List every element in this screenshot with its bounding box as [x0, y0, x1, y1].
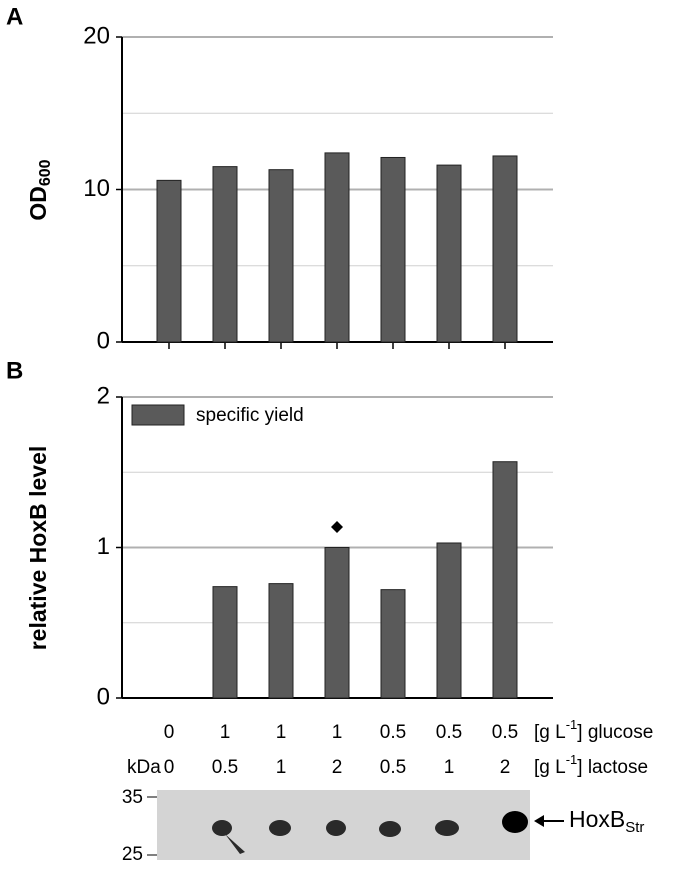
unit-prefix: [g L	[534, 722, 566, 743]
y-tick-label: 0	[97, 327, 110, 354]
kda-label: kDa	[127, 757, 161, 778]
condition-label: 0.5	[212, 757, 238, 778]
bar	[492, 461, 518, 699]
unit-prefix: [g L	[534, 757, 566, 778]
condition-label: 0.5	[380, 757, 406, 778]
condition-label: 0	[164, 757, 175, 778]
y-tick-label: 0	[97, 683, 110, 710]
y-title-sub: 600	[37, 159, 54, 186]
band-label-main: HoxB	[569, 806, 625, 832]
legend-swatch	[131, 404, 185, 426]
condition-label: 1	[444, 757, 455, 778]
unit-suffix: ] lactose	[577, 757, 648, 778]
bar	[380, 589, 406, 699]
condition-label: 0.5	[436, 722, 462, 743]
condition-label: 2	[332, 757, 343, 778]
bar	[212, 166, 238, 343]
unit-suffix: ] glucose	[577, 722, 653, 743]
band-label: HoxBStr	[569, 806, 644, 836]
bar	[268, 169, 294, 343]
condition-label: 1	[276, 722, 287, 743]
bar	[436, 542, 462, 699]
y-tick-label: 20	[83, 22, 110, 49]
legend-label: specific yield	[196, 405, 304, 426]
bar	[268, 583, 294, 699]
significance-marker	[331, 521, 343, 533]
unit-sup: -1	[566, 752, 578, 767]
band-label-sub: Str	[625, 819, 644, 836]
bar	[324, 547, 350, 699]
bar	[436, 164, 462, 343]
condition-label: 1	[220, 722, 231, 743]
panel-label: A	[6, 3, 23, 30]
panel-label: B	[6, 357, 23, 384]
condition-unit: [g L-1] glucose	[534, 717, 653, 743]
unit-sup: -1	[566, 717, 578, 732]
y-tick-label: 1	[97, 533, 110, 560]
condition-label: 1	[332, 722, 343, 743]
condition-label: 1	[276, 757, 287, 778]
y-axis-title: OD600	[25, 159, 54, 220]
y-tick-label: 2	[97, 382, 110, 409]
condition-label: 0	[164, 722, 175, 743]
bar	[324, 152, 350, 343]
blot-bands	[212, 811, 528, 854]
bar	[212, 586, 238, 699]
marker-label: 35	[122, 787, 143, 808]
marker-label: 25	[122, 844, 143, 865]
condition-unit: [g L-1] lactose	[534, 752, 648, 778]
condition-label: 0.5	[492, 722, 518, 743]
y-tick-label: 10	[83, 175, 110, 202]
bar	[380, 156, 406, 343]
arrow-head	[534, 815, 544, 827]
condition-label: 2	[500, 757, 511, 778]
condition-label: 0.5	[380, 722, 406, 743]
y-title-main: OD	[25, 186, 51, 221]
bar	[492, 155, 518, 343]
bar	[156, 179, 182, 343]
y-axis-title: relative HoxB level	[25, 446, 51, 651]
